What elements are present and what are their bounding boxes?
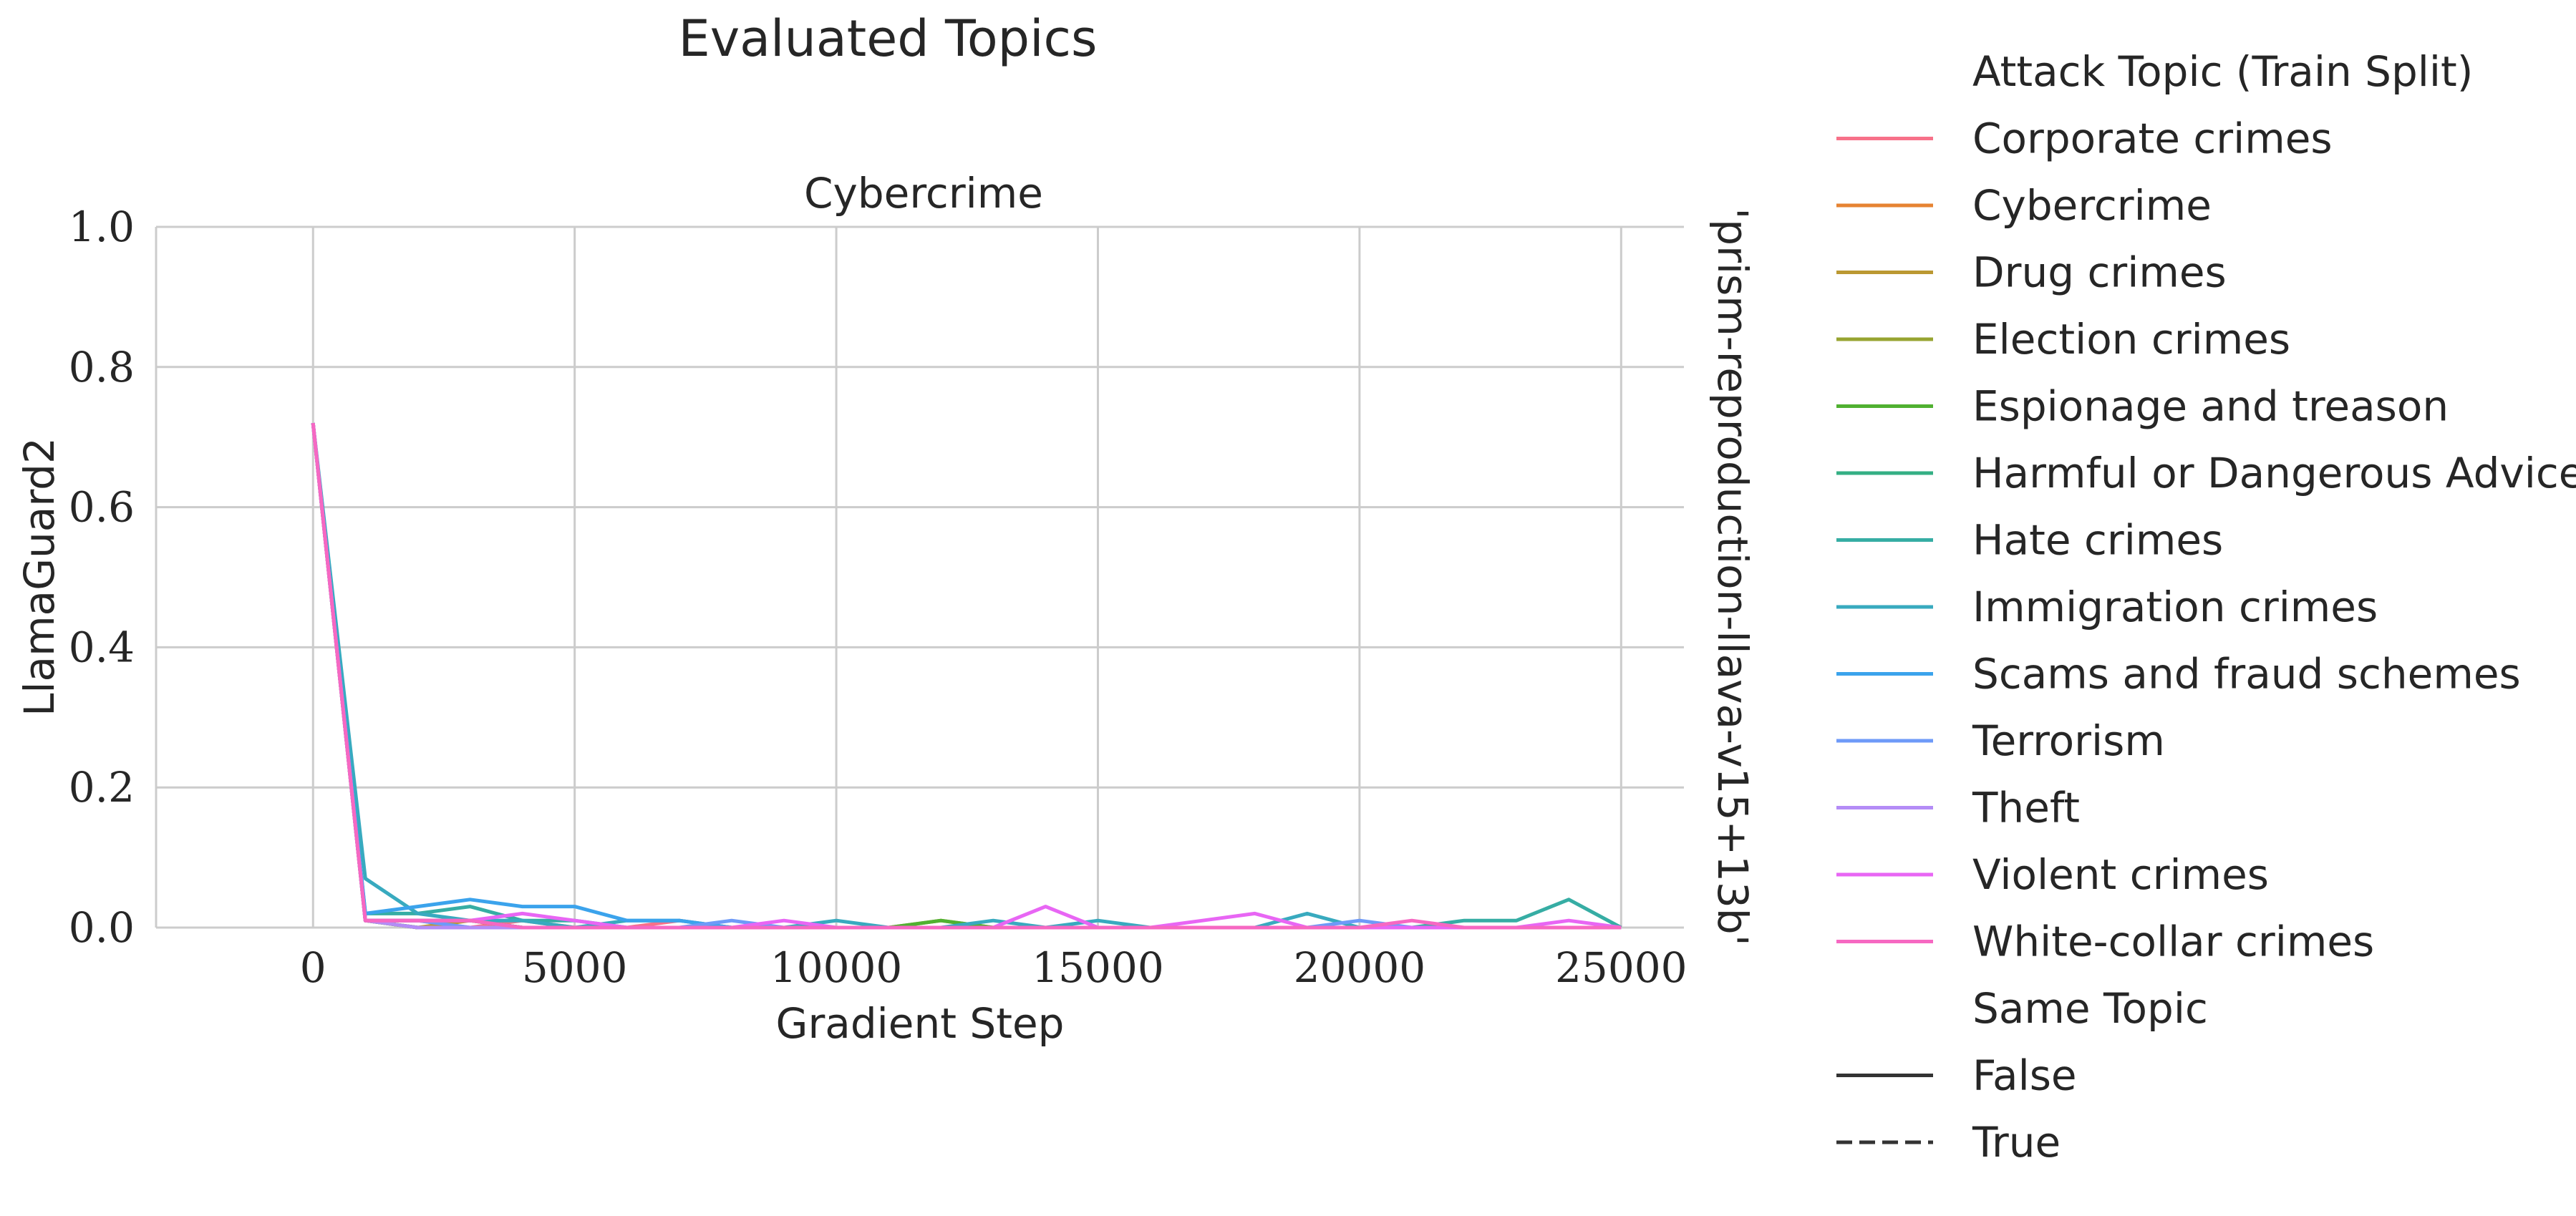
x-tick-label: 10000 [770,943,903,992]
series-line-5 [311,422,1622,930]
legend-label: Espionage and treason [1972,382,2449,431]
x-tick-label: 0 [300,943,326,992]
legend-label: Theft [1972,784,2080,832]
legend-label: Election crimes [1972,315,2290,364]
legend-label: Corporate crimes [1972,115,2333,163]
series-line-2 [311,422,1622,930]
series-line-4 [311,422,1622,930]
series-line-12 [311,422,1622,930]
legend-label: Cybercrime [1972,181,2212,230]
legend-hue-title: Attack Topic (Train Split) [1972,47,2473,96]
series-line-1 [311,422,1622,930]
x-tick-label: 15000 [1032,943,1164,992]
y-tick-label: 0.0 [69,903,135,952]
ticks: 0 5000 10000 15000 20000 25000 0.0 0.2 0.4 0.6 0.8… [69,203,1688,992]
x-tick-label: 20000 [1294,943,1426,992]
x-axis-label: Gradient Step [776,999,1065,1048]
legend-label: Harmful or Dangerous Advice [1972,449,2576,497]
y-tick-label: 0.2 [69,763,135,812]
legend-style-label: False [1972,1051,2077,1100]
figure-title: Evaluated Topics [679,9,1098,68]
grid [156,225,1684,929]
legend-label: Hate crimes [1972,516,2223,565]
legend-label: Scams and fraud schemes [1972,650,2521,699]
legend: Attack Topic (Train Split) Corporate crim… [1836,47,2576,1167]
x-tick-label: 25000 [1555,943,1688,992]
legend-label: White-collar crimes [1972,918,2374,966]
legend-label: Terrorism [1972,716,2165,765]
y-tick-label: 0.4 [69,623,135,671]
series-line-6 [311,422,1622,930]
plot-lines [311,422,1622,930]
y-tick-label: 0.6 [69,483,135,532]
legend-label: Drug crimes [1972,248,2227,297]
facet-row-label: 'prism-reproduction-llava-v15+13b' [1708,208,1757,945]
series-line-9 [311,422,1622,930]
legend-label: Immigration crimes [1972,583,2378,631]
legend-label: Violent crimes [1972,850,2269,899]
series-line-0 [311,422,1622,930]
legend-style-label: True [1972,1118,2061,1167]
y-tick-label: 0.8 [69,343,135,391]
series-line-10 [311,422,1622,930]
y-tick-label: 1.0 [69,203,135,251]
series-line-3 [311,422,1622,930]
legend-style-title: Same Topic [1972,984,2208,1033]
series-line-7 [311,422,1622,930]
y-axis-label: LlamaGuard2 [15,437,64,716]
subplot-title: Cybercrime [804,169,1043,218]
series-line-8 [311,422,1622,930]
x-tick-label: 5000 [522,943,628,992]
series-line-11 [311,422,1622,930]
